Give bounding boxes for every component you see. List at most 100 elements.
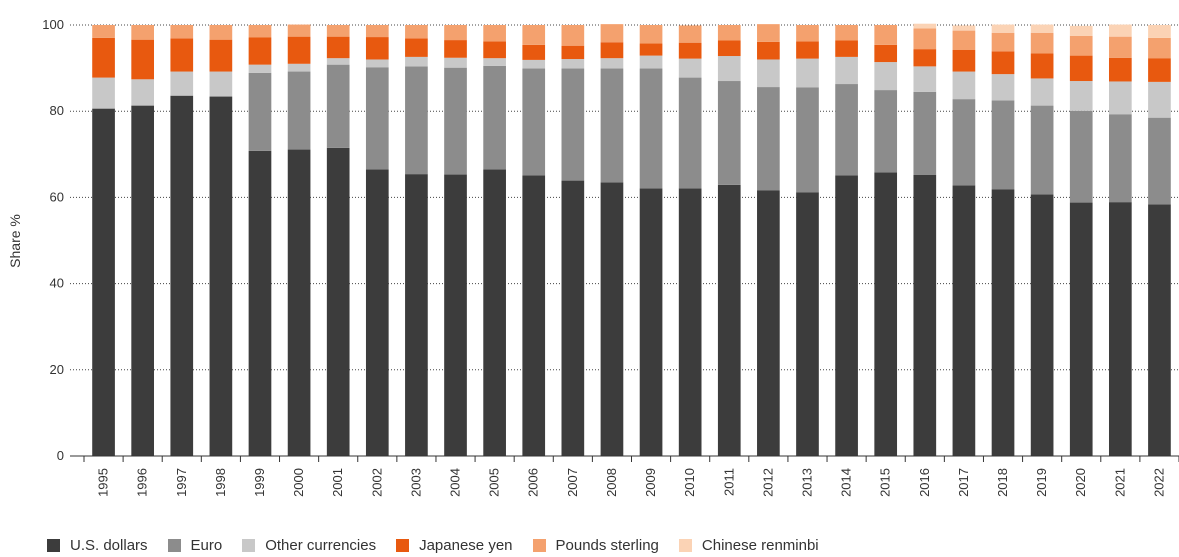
- legend-label: Chinese renminbi: [701, 537, 819, 554]
- x-tick-label: 2000: [291, 468, 306, 497]
- bar-segment: [874, 25, 898, 45]
- bar-segment: [248, 37, 272, 65]
- bar-segment: [365, 25, 389, 38]
- legend-label: Pounds sterling: [555, 537, 659, 554]
- bar-segment: [444, 40, 467, 58]
- x-tick-label: 2009: [643, 468, 658, 497]
- bar-segment: [991, 189, 1015, 456]
- bar-segment: [209, 71, 233, 97]
- bar-segment: [913, 91, 937, 175]
- bar-segment: [600, 182, 624, 456]
- bar-segment: [209, 25, 233, 40]
- bar-segment: [639, 68, 663, 189]
- bar-segment: [365, 169, 389, 456]
- bar-segment: [365, 37, 389, 60]
- bar-segment: [170, 38, 194, 72]
- stacked-bar-chart: 0 20 40 60 80 100 1995 1996 1997 1998 1999 2000 2001…: [7, 17, 1179, 497]
- bar-segment: [952, 30, 976, 50]
- bar-segment: [913, 49, 937, 67]
- y-axis-title: Share %: [7, 214, 23, 268]
- bar-segment: [1148, 117, 1171, 205]
- bar-segment: [287, 24, 311, 37]
- bar-segment: [1148, 25, 1171, 38]
- bar-segment: [874, 172, 898, 457]
- x-tick-label: 2019: [1034, 468, 1049, 497]
- bar-segment: [952, 71, 976, 100]
- bar-segment: [913, 174, 937, 456]
- bar-segment: [639, 25, 663, 44]
- y-tick-label: 60: [50, 189, 64, 204]
- bar-segment: [1108, 36, 1132, 58]
- x-tick-label: 1998: [213, 468, 228, 497]
- x-tick-label: 2004: [448, 468, 463, 497]
- bar-segment: [991, 24, 1015, 33]
- bar-segment: [365, 67, 389, 170]
- bar-segment: [131, 39, 155, 80]
- bar-segment: [92, 77, 115, 109]
- legend-label: Euro: [190, 537, 223, 554]
- bar-segment: [1148, 204, 1171, 456]
- bar-segment: [1148, 81, 1171, 118]
- bar-segment: [1030, 105, 1054, 195]
- bar-segment: [522, 175, 546, 456]
- bar-segment: [287, 149, 311, 456]
- bar-segment: [483, 65, 506, 170]
- bar-segment: [170, 95, 194, 457]
- x-tick-label: 1999: [252, 468, 267, 497]
- bar-segment: [131, 79, 155, 106]
- axes: 0 20 40 60 80 100 1995 1996 1997 1998 1999 2000 2001…: [42, 17, 1179, 497]
- bar-segment: [835, 25, 858, 41]
- bar-segment: [796, 41, 819, 59]
- bar-segment: [600, 68, 624, 183]
- bar-segment: [1030, 24, 1054, 33]
- legend-swatch: [396, 539, 410, 552]
- bar-segment: [405, 56, 428, 67]
- y-tick-label: 0: [57, 448, 64, 463]
- legend-item: Pounds sterling: [532, 537, 659, 554]
- bar-segment: [1148, 37, 1171, 59]
- bar-segment: [1069, 25, 1093, 36]
- x-tick-label: 2022: [1151, 468, 1166, 497]
- bar-segment: [92, 37, 115, 78]
- bar-segment: [835, 175, 858, 456]
- bar-segment: [835, 40, 858, 57]
- x-tick-label: 2003: [408, 468, 423, 497]
- bar-segment: [483, 41, 506, 59]
- bar-segment: [522, 68, 546, 176]
- bar-segment: [405, 66, 428, 175]
- bar-segment: [1108, 24, 1132, 37]
- bar-segment: [483, 58, 506, 66]
- bar-segment: [600, 42, 624, 59]
- x-tick-label: 2005: [487, 468, 502, 497]
- x-tick-label: 2021: [1112, 468, 1127, 497]
- bar-segment: [835, 84, 858, 176]
- bar-segment: [1030, 78, 1054, 106]
- bar-segment: [326, 58, 350, 65]
- bar-segment: [561, 59, 585, 69]
- bar-segment: [991, 100, 1015, 190]
- legend-label: Other currencies: [265, 537, 377, 554]
- bar-segment: [678, 188, 702, 456]
- bar-segment: [952, 185, 976, 456]
- bar-segment: [287, 71, 311, 150]
- legend-swatch: [678, 539, 692, 552]
- bar-segment: [678, 77, 702, 189]
- bar-segment: [248, 72, 272, 151]
- x-tick-label: 2006: [526, 468, 541, 497]
- bar-segment: [639, 188, 663, 456]
- bar-segment: [365, 59, 389, 68]
- bar-segment: [678, 58, 702, 78]
- bar-segment: [326, 147, 350, 456]
- bar-segment: [717, 81, 741, 185]
- bar-segment: [522, 44, 546, 60]
- bar-segment: [757, 190, 780, 456]
- bar-segment: [952, 25, 976, 31]
- legend-item: Chinese renminbi: [678, 537, 819, 554]
- bar-segment: [1069, 110, 1093, 203]
- bar-segment: [600, 58, 624, 69]
- legend-label: U.S. dollars: [70, 537, 148, 554]
- x-tick-label: 2002: [369, 468, 384, 497]
- bar-segment: [405, 38, 428, 57]
- bar-segment: [522, 59, 546, 69]
- bar-segment: [248, 25, 272, 38]
